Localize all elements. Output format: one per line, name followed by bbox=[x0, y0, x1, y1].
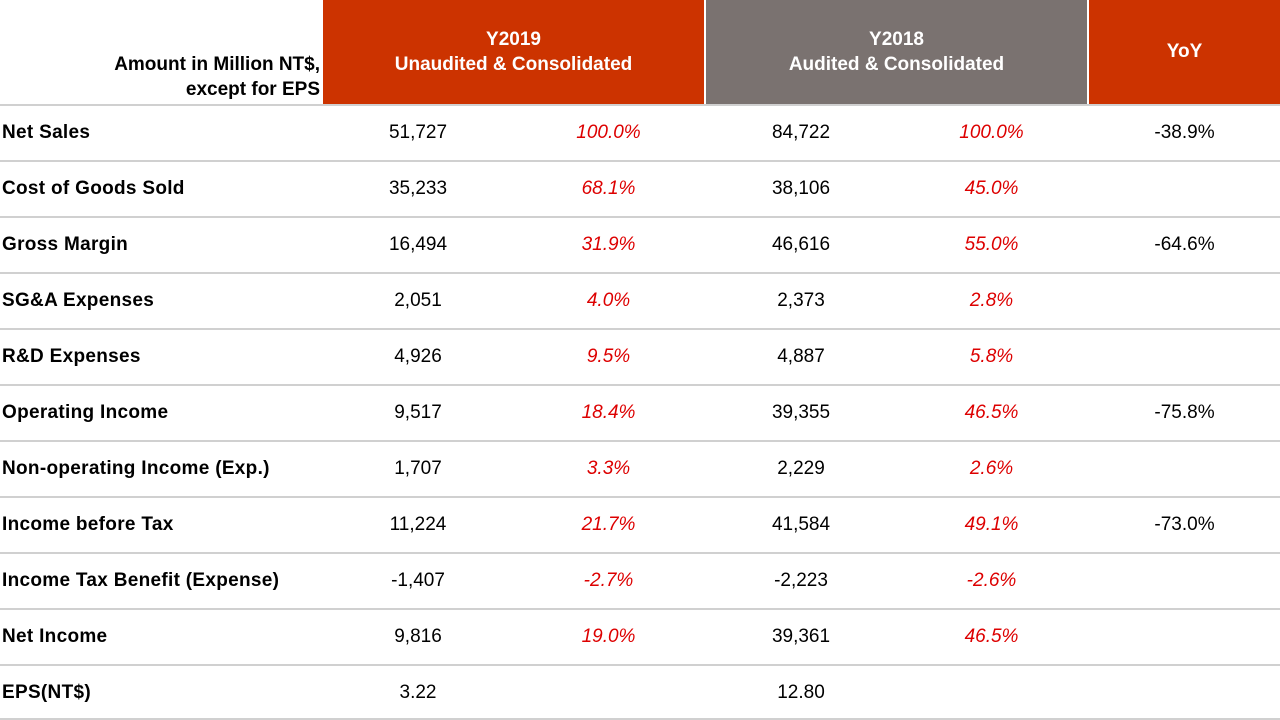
y2018-percent: 2.8% bbox=[969, 290, 1014, 311]
yoy-change bbox=[1089, 554, 1280, 608]
row-label: Gross Margin bbox=[2, 234, 129, 255]
table-row: Net Sales 51,727 100.0% 84,722 100.0% -3… bbox=[0, 104, 1280, 160]
column-header-y2019: Y2019 Unaudited & Consolidated bbox=[323, 0, 704, 104]
yoy-change bbox=[1089, 162, 1280, 216]
y2018-percent bbox=[896, 666, 1087, 720]
y2019-amount: 11,224 bbox=[389, 514, 447, 535]
column-header-y2019-year: Y2019 bbox=[486, 29, 541, 50]
y2019-amount: 4,926 bbox=[394, 346, 442, 367]
table-row: R&D Expenses 4,926 9.5% 4,887 5.8% bbox=[0, 328, 1280, 384]
unit-note-line2: except for EPS bbox=[185, 79, 320, 100]
y2019-percent: 31.9% bbox=[581, 234, 636, 255]
table-row: Income Tax Benefit (Expense) -1,407 -2.7… bbox=[0, 552, 1280, 608]
table-row: Non-operating Income (Exp.) 1,707 3.3% 2… bbox=[0, 440, 1280, 496]
y2018-amount: 4,887 bbox=[777, 346, 825, 367]
y2018-amount: 39,355 bbox=[771, 402, 831, 423]
y2018-percent: 55.0% bbox=[964, 234, 1019, 255]
row-label: Income Tax Benefit (Expense) bbox=[2, 570, 280, 591]
y2019-percent: 4.0% bbox=[586, 290, 631, 311]
y2018-percent: 46.5% bbox=[964, 626, 1019, 647]
table-header: Amount in Million NT$, except for EPS Y2… bbox=[0, 0, 1280, 104]
y2019-percent: 19.0% bbox=[581, 626, 636, 647]
row-label: Net Sales bbox=[2, 122, 91, 143]
y2019-amount: 2,051 bbox=[394, 290, 442, 311]
table-row: Cost of Goods Sold 35,233 68.1% 38,106 4… bbox=[0, 160, 1280, 216]
y2019-amount: 51,727 bbox=[388, 122, 448, 143]
y2018-percent: 5.8% bbox=[969, 346, 1014, 367]
y2019-percent: 9.5% bbox=[586, 346, 631, 367]
y2018-amount: 2,229 bbox=[777, 458, 825, 479]
column-header-yoy: YoY bbox=[1089, 0, 1280, 104]
y2018-percent: 45.0% bbox=[964, 178, 1019, 199]
row-label: Income before Tax bbox=[2, 514, 174, 535]
y2019-amount: 3.22 bbox=[399, 682, 437, 703]
table-row: Income before Tax 11,224 21.7% 41,584 49… bbox=[0, 496, 1280, 552]
y2019-percent: 100.0% bbox=[576, 122, 641, 143]
column-header-y2018-year: Y2018 bbox=[869, 29, 924, 50]
y2019-percent: 3.3% bbox=[586, 458, 631, 479]
y2019-percent: 18.4% bbox=[581, 402, 636, 423]
y2018-percent: 2.6% bbox=[969, 458, 1014, 479]
yoy-change bbox=[1089, 610, 1280, 664]
unit-note: Amount in Million NT$, except for EPS bbox=[0, 0, 320, 104]
column-header-y2019-desc: Unaudited & Consolidated bbox=[394, 54, 633, 75]
row-label: Net Income bbox=[2, 626, 108, 647]
column-header-y2018-desc: Audited & Consolidated bbox=[788, 54, 1005, 75]
row-label: Cost of Goods Sold bbox=[2, 178, 185, 199]
column-header-y2018: Y2018 Audited & Consolidated bbox=[706, 0, 1087, 104]
y2018-amount: 2,373 bbox=[777, 290, 825, 311]
y2019-percent bbox=[513, 666, 704, 720]
y2018-amount: 84,722 bbox=[771, 122, 831, 143]
y2018-percent: 46.5% bbox=[964, 402, 1019, 423]
y2019-amount: 9,517 bbox=[394, 402, 442, 423]
yoy-change bbox=[1089, 274, 1280, 328]
yoy-change bbox=[1089, 330, 1280, 384]
y2019-percent: 68.1% bbox=[581, 178, 636, 199]
y2019-percent: -2.7% bbox=[583, 570, 634, 591]
y2018-amount: 39,361 bbox=[771, 626, 831, 647]
column-header-yoy-label: YoY bbox=[1166, 41, 1203, 62]
yoy-change: -64.6% bbox=[1154, 234, 1215, 255]
row-label: SG&A Expenses bbox=[2, 290, 155, 311]
unit-note-line1: Amount in Million NT$, bbox=[114, 54, 320, 75]
y2019-amount: 35,233 bbox=[388, 178, 448, 199]
table-row: Net Income 9,816 19.0% 39,361 46.5% bbox=[0, 608, 1280, 664]
y2018-percent: 100.0% bbox=[959, 122, 1024, 143]
y2019-amount: 9,816 bbox=[394, 626, 442, 647]
yoy-change: -73.0% bbox=[1154, 514, 1215, 535]
row-label: EPS(NT$) bbox=[2, 682, 91, 703]
y2019-amount: -1,407 bbox=[391, 570, 445, 591]
yoy-change: -38.9% bbox=[1154, 122, 1215, 143]
table-row: EPS(NT$) 3.22 12.80 bbox=[0, 664, 1280, 720]
y2018-amount: 41,584 bbox=[771, 514, 831, 535]
yoy-change: -75.8% bbox=[1154, 402, 1215, 423]
y2018-percent: 49.1% bbox=[964, 514, 1019, 535]
income-statement-table: Net Sales 51,727 100.0% 84,722 100.0% -3… bbox=[0, 104, 1280, 720]
y2018-amount: 46,616 bbox=[771, 234, 831, 255]
table-row: Gross Margin 16,494 31.9% 46,616 55.0% -… bbox=[0, 216, 1280, 272]
y2019-amount: 1,707 bbox=[394, 458, 442, 479]
y2018-amount: 38,106 bbox=[771, 178, 831, 199]
y2018-amount: -2,223 bbox=[774, 570, 828, 591]
yoy-change bbox=[1089, 442, 1280, 496]
y2019-amount: 16,494 bbox=[388, 234, 448, 255]
yoy-change bbox=[1089, 666, 1280, 720]
row-label: Operating Income bbox=[2, 402, 169, 423]
row-label: Non-operating Income (Exp.) bbox=[2, 458, 270, 479]
y2018-percent: -2.6% bbox=[966, 570, 1017, 591]
table-row: SG&A Expenses 2,051 4.0% 2,373 2.8% bbox=[0, 272, 1280, 328]
y2018-amount: 12.80 bbox=[777, 682, 825, 703]
row-label: R&D Expenses bbox=[2, 346, 141, 367]
y2019-percent: 21.7% bbox=[581, 514, 636, 535]
table-row: Operating Income 9,517 18.4% 39,355 46.5… bbox=[0, 384, 1280, 440]
